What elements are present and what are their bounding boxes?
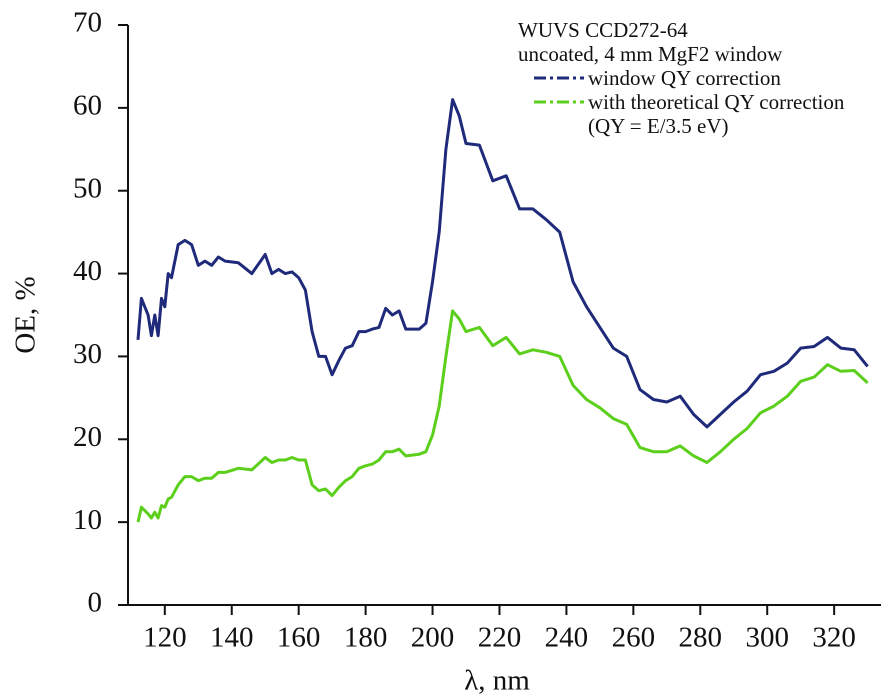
x-tick-label: 320	[812, 622, 856, 654]
series-line	[136, 309, 869, 523]
y-axis-label: OE, %	[10, 276, 42, 353]
x-tick-label: 140	[210, 622, 254, 654]
legend-item: window QY correction	[532, 66, 870, 90]
y-tick-label: 40	[73, 255, 102, 287]
x-tick-label: 240	[545, 622, 589, 654]
y-tick-label: 70	[73, 7, 102, 39]
x-tick-label: 280	[679, 622, 723, 654]
legend-swatch	[534, 100, 584, 104]
legend: WUVS CCD272-64 uncoated, 4 mm MgF2 windo…	[518, 18, 870, 138]
x-tick-label: 160	[277, 622, 321, 654]
y-tick-label: 60	[73, 90, 102, 122]
y-tick-label: 20	[73, 421, 102, 453]
legend-label: window QY correction	[588, 66, 781, 90]
x-tick-label: 180	[344, 622, 388, 654]
x-tick-label: 120	[143, 622, 187, 654]
y-tick-label: 30	[73, 338, 102, 370]
y-tick-label: 10	[73, 504, 102, 536]
annotation: WUVS CCD272-64	[518, 18, 688, 42]
x-tick-label: 300	[745, 622, 789, 654]
legend-item: with theoretical QY correction (QY = E/3…	[532, 90, 870, 138]
x-tick-label: 260	[612, 622, 656, 654]
y-tick-label: 50	[73, 172, 102, 204]
x-axis-label: λ, nm	[464, 665, 530, 697]
y-tick-label: 0	[88, 587, 103, 619]
x-tick-label: 200	[411, 622, 455, 654]
x-tick-label: 220	[478, 622, 522, 654]
legend-swatch	[534, 76, 584, 80]
legend-label: with theoretical QY correction (QY = E/3…	[588, 90, 845, 138]
annotation: uncoated, 4 mm MgF2 window	[518, 42, 783, 66]
series-line	[136, 98, 869, 429]
